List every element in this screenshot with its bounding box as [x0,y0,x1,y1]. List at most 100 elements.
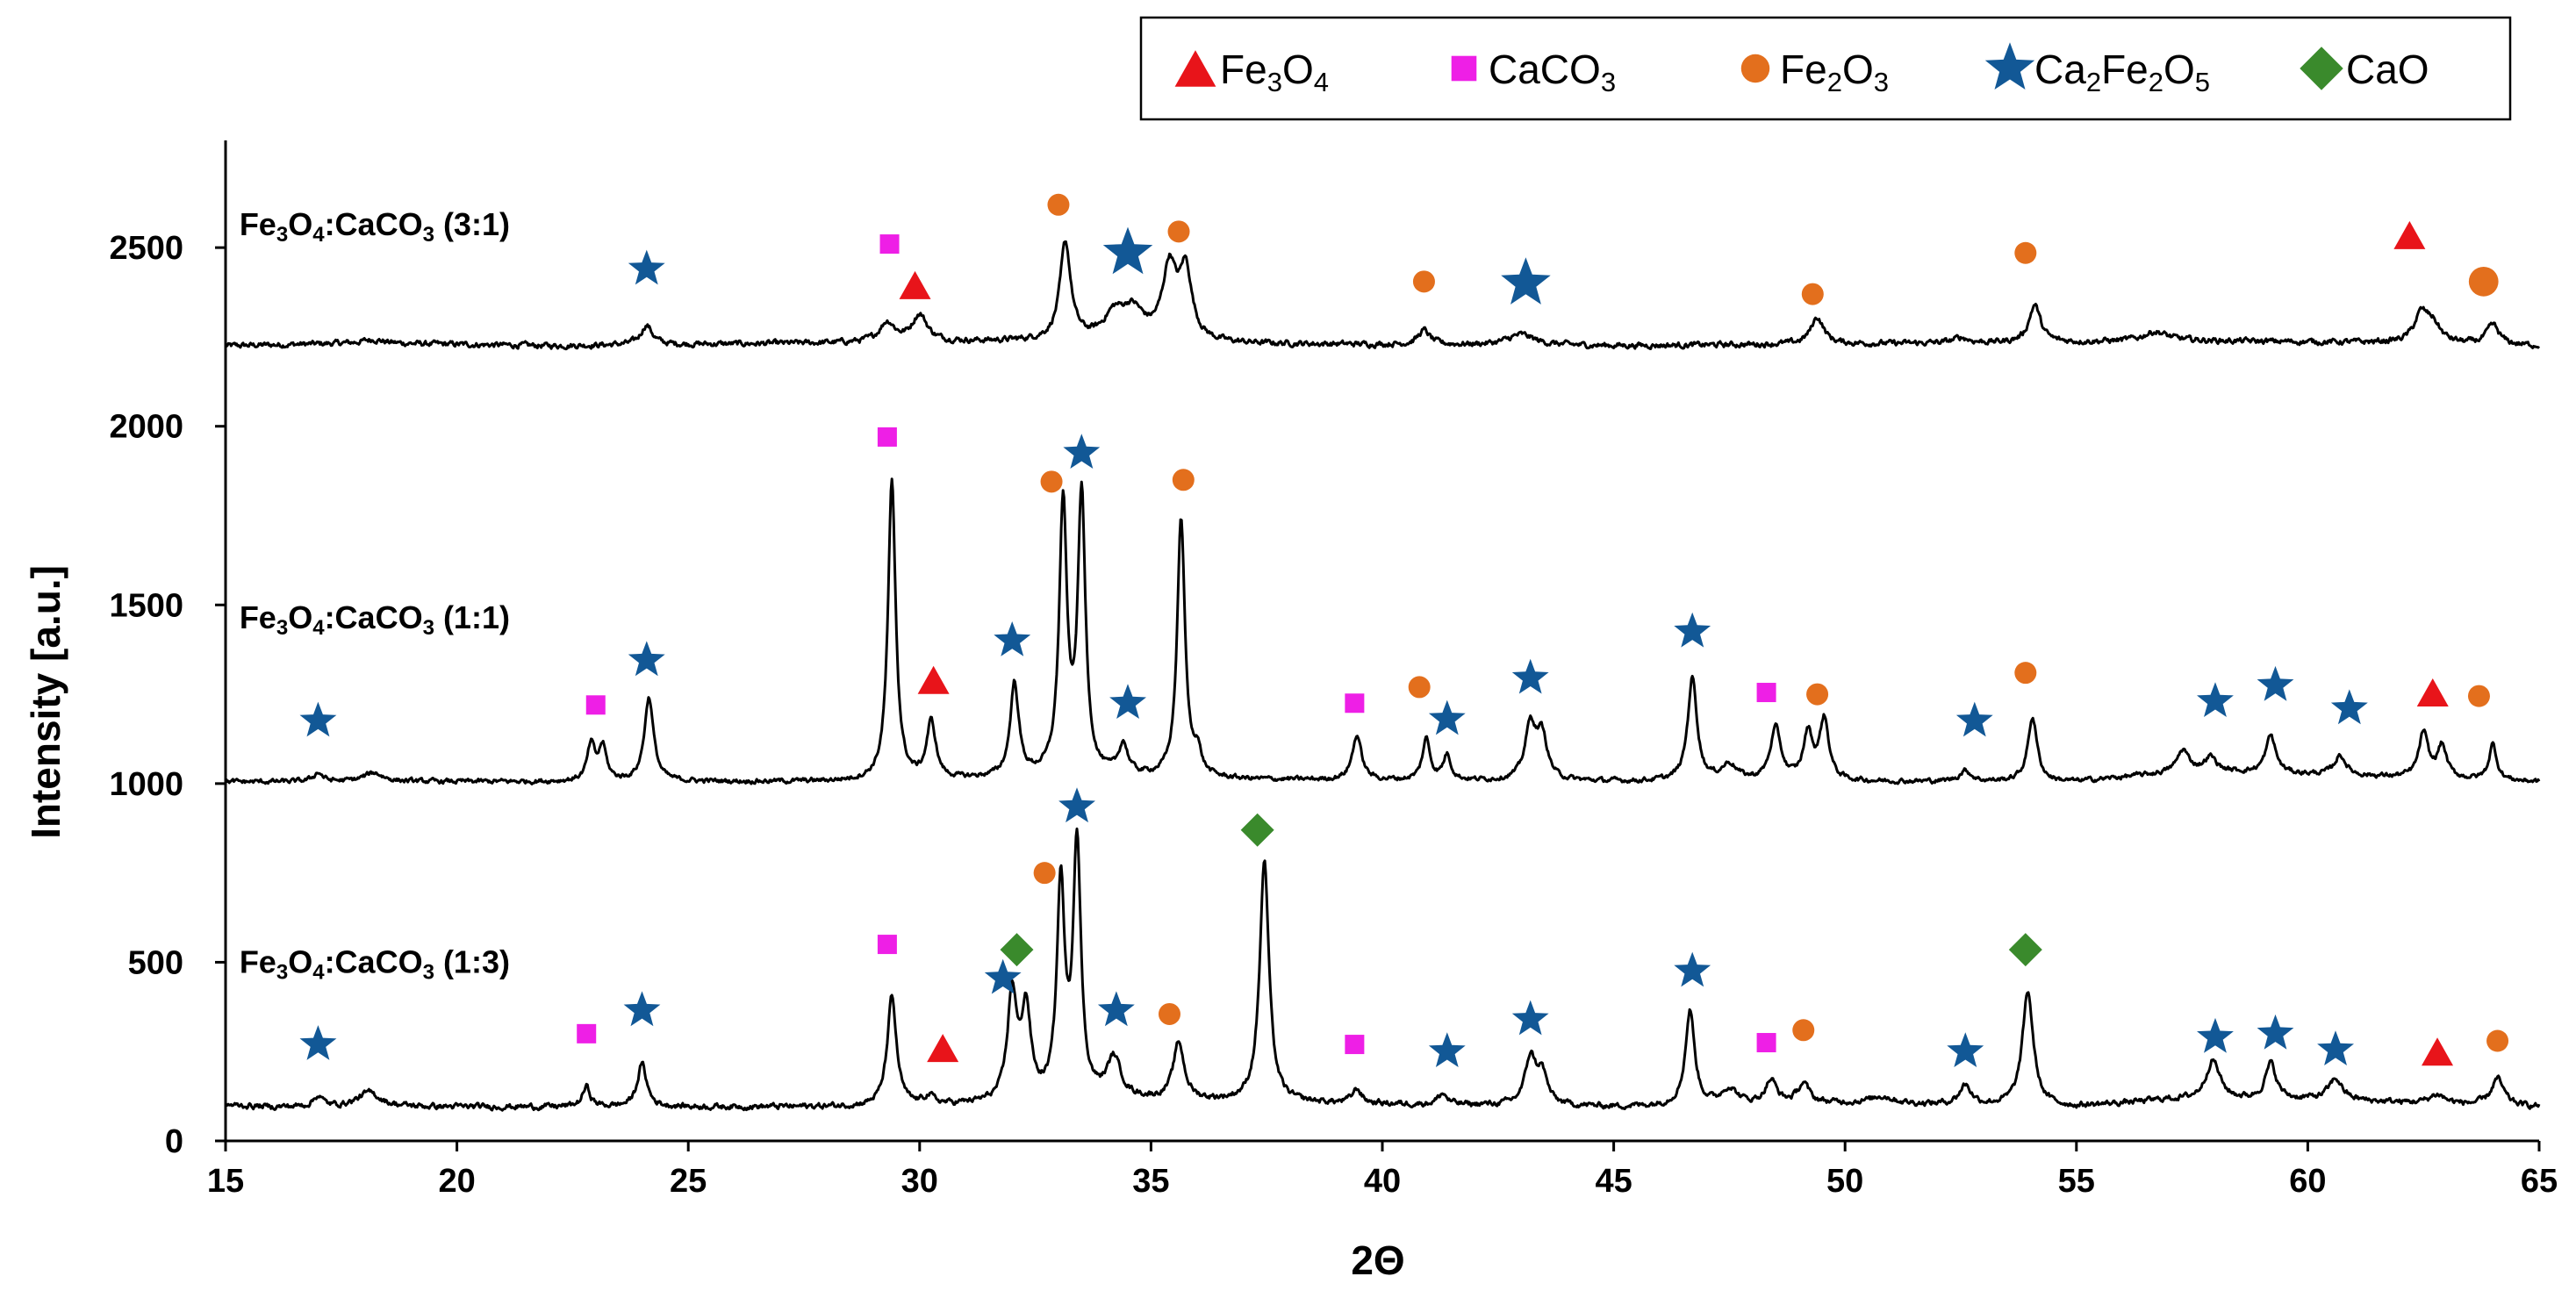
y-axis-label: Intensity [a.u.] [23,565,68,839]
pattern-line-2 [224,477,2541,785]
legend-fe3o4-marker [1174,50,1216,87]
star-marker-3-1 [299,1025,337,1060]
y-tick-label: 2500 [109,230,183,267]
x-tick-label: 65 [2521,1163,2558,1200]
x-tick-label: 40 [1364,1163,1401,1200]
series-label-2: Fe3O4:CaCO3 (1:1) [240,599,510,640]
star-marker-2-8 [1063,434,1101,469]
x-axis-label: 2Θ [1351,1237,1404,1283]
star-marker-3-10 [1097,991,1135,1027]
diamond-marker-3-7 [1000,933,1034,967]
star-marker-3-9 [1058,787,1095,823]
x-tick-label: 30 [901,1163,938,1200]
triangle-marker-1-3 [899,270,931,299]
star-marker-3-22 [2257,1014,2294,1050]
x-tick-label: 15 [207,1163,244,1200]
triangle-marker-2-23 [2416,678,2449,707]
circle-marker-2-17 [1806,683,1829,706]
triangle-marker-2-5 [917,665,950,694]
circle-marker-1-12 [2468,266,2499,297]
phase-markers [299,193,2509,1067]
legend: Fe3O4 CaCO3 Fe2O3 Ca2Fe2O5 CaO [1139,16,2512,121]
star-marker-2-15 [1674,612,1711,648]
legend-caco3-label: CaCO3 [1489,47,1616,97]
circle-marker-2-12 [1408,676,1431,699]
star-marker-2-14 [1511,658,1549,694]
star-marker-3-15 [1511,1000,1549,1036]
legend-cao-label: CaO [2346,47,2429,92]
star-marker-1-5 [1102,226,1153,275]
circle-marker-3-25 [2486,1029,2509,1052]
star-marker-2-3 [628,641,665,677]
circle-marker-1-7 [1412,270,1435,293]
diamond-marker-3-20 [2008,933,2042,967]
x-tick-label: 20 [438,1163,475,1200]
square-marker-3-13 [1345,1035,1365,1055]
legend-caco3-marker [1451,55,1477,82]
star-marker-3-16 [1674,951,1711,987]
x-tick-label: 55 [2058,1163,2095,1200]
star-marker-2-21 [2257,665,2294,701]
axes: 15 20 25 30 35 40 45 50 55 60 65 0 500 1000 1500 2000 25… [109,140,2558,1200]
y-tick-label: 0 [165,1123,183,1160]
star-marker-2-6 [994,621,1031,656]
star-marker-2-22 [2330,689,2368,725]
star-marker-1-8 [1501,257,1551,305]
square-marker-3-4 [877,935,897,955]
star-marker-3-14 [1428,1032,1466,1067]
x-tick-label: 25 [670,1163,707,1200]
x-tick-label: 45 [1595,1163,1632,1200]
circle-marker-3-8 [1033,862,1056,885]
x-tick-label: 50 [1826,1163,1863,1200]
legend-cao-marker [2300,47,2343,90]
star-marker-2-9 [1109,684,1146,719]
legend-box [1139,16,2512,121]
circle-marker-1-10 [2014,241,2037,264]
star-marker-3-6 [984,958,1022,994]
star-marker-3-19 [1947,1032,1984,1067]
star-marker-1-1 [628,249,665,285]
series-label-1: Fe3O4:CaCO3 (3:1) [240,206,510,247]
circle-marker-2-7 [1040,470,1063,493]
square-marker-3-17 [1756,1033,1776,1053]
square-marker-2-2 [585,695,606,715]
square-marker-2-11 [1345,693,1365,714]
x-tick-label: 60 [2289,1163,2326,1200]
pattern-line-3 [224,827,2541,1112]
circle-marker-3-11 [1158,1002,1180,1025]
triangle-marker-1-11 [2393,220,2426,249]
star-marker-3-3 [623,991,661,1027]
square-marker-1-2 [879,234,900,255]
circle-marker-3-18 [1792,1019,1815,1042]
x-tick-label: 35 [1132,1163,1169,1200]
circle-marker-2-10 [1172,469,1195,491]
star-marker-2-1 [299,701,337,737]
legend-fe2o3-label: Fe2O3 [1780,47,1889,97]
y-tick-label: 2000 [109,409,183,446]
star-marker-3-23 [2317,1030,2354,1065]
circle-marker-1-6 [1167,220,1190,243]
circle-marker-2-24 [2467,685,2490,707]
star-marker-2-20 [2197,682,2234,717]
y-tick-label: 1000 [109,766,183,803]
square-marker-2-4 [877,427,897,447]
star-marker-2-13 [1428,699,1466,735]
square-marker-2-16 [1756,683,1776,703]
series-group: Fe3O4:CaCO3 (3:1) Fe3O4:CaCO3 (1:1) Fe3O4:… [224,206,2541,1112]
square-marker-3-2 [577,1023,597,1043]
y-tick-label: 1500 [109,587,183,624]
legend-ca2fe2o5-marker [1984,42,2035,90]
y-tick-label: 500 [128,944,183,981]
circle-marker-2-19 [2014,662,2037,685]
triangle-marker-3-24 [2422,1037,2454,1066]
diamond-marker-3-12 [1240,813,1274,847]
legend-fe3o4-label: Fe3O4 [1220,47,1329,97]
circle-marker-1-4 [1047,193,1070,216]
circle-marker-1-9 [1801,283,1824,305]
legend-ca2fe2o5-label: Ca2Fe2O5 [2034,47,2210,97]
star-marker-2-18 [1955,701,1993,737]
star-marker-3-21 [2197,1017,2234,1053]
series-label-3: Fe3O4:CaCO3 (1:3) [240,944,510,985]
triangle-marker-3-5 [927,1034,959,1063]
